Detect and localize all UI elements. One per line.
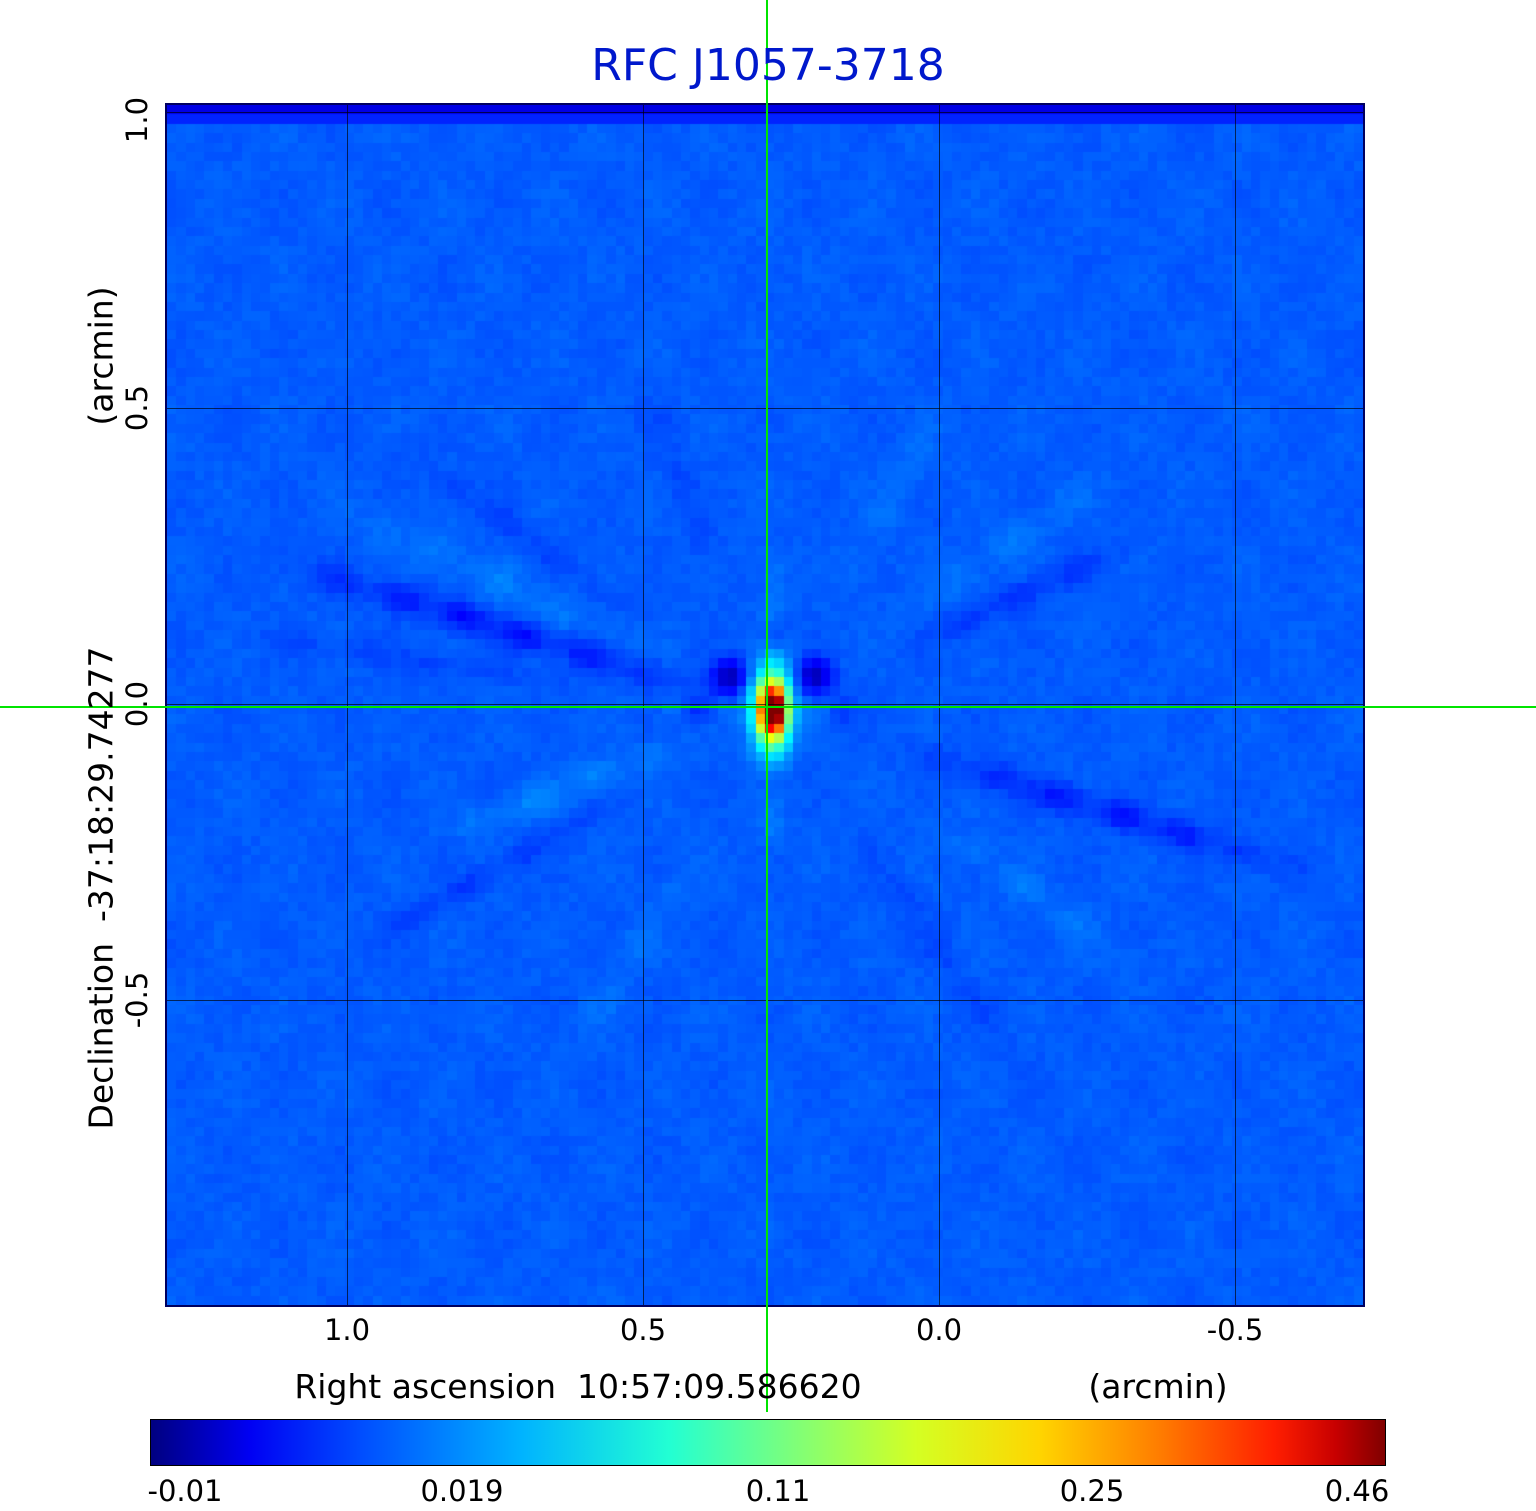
sky-map-plot [165, 103, 1365, 1307]
colorbar-tick-1: 0.019 [420, 1474, 504, 1508]
grid-line-y-0.5 [167, 408, 1363, 409]
grid-line-y-1.0 [167, 112, 1363, 113]
grid-line-x-0.0 [939, 105, 940, 1305]
x-tick-0.5: 0.5 [619, 1313, 667, 1347]
grid-line-x-1.0 [347, 105, 348, 1305]
sky-intensity-image [167, 105, 1363, 1305]
colorbar-tick-3: 0.25 [1059, 1474, 1125, 1508]
y-tick--0.5: -0.5 [120, 971, 154, 1029]
y-axis-unit: (arcmin) [81, 286, 121, 426]
y-axis-label: Declination -37:18:29.74277 [81, 646, 121, 1130]
x-axis-label: Right ascension 10:57:09.586620 [294, 1367, 862, 1406]
x-tick-0.0: 0.0 [915, 1313, 963, 1347]
x-tick--0.5: -0.5 [1206, 1313, 1264, 1347]
x-axis-unit: (arcmin) [1088, 1367, 1228, 1406]
crosshair-horizontal-line [0, 706, 1536, 708]
grid-line-y--0.5 [167, 1000, 1363, 1001]
colorbar-tick-2: 0.11 [745, 1474, 811, 1508]
y-tick-1.0: 1.0 [120, 96, 154, 144]
colorbar-jet [150, 1419, 1386, 1466]
y-tick-0.5: 0.5 [120, 384, 154, 432]
figure-title: RFC J1057-3718 [591, 40, 945, 91]
colorbar-tick-4: 0.46 [1324, 1474, 1390, 1508]
grid-line-x-0.5 [643, 105, 644, 1305]
y-tick-0.0: 0.0 [120, 680, 154, 728]
grid-line-x--0.5 [1235, 105, 1236, 1305]
grid-line-y-0.0 [167, 704, 1363, 705]
x-tick-1.0: 1.0 [323, 1313, 371, 1347]
colorbar-tick-0: -0.01 [147, 1474, 223, 1508]
